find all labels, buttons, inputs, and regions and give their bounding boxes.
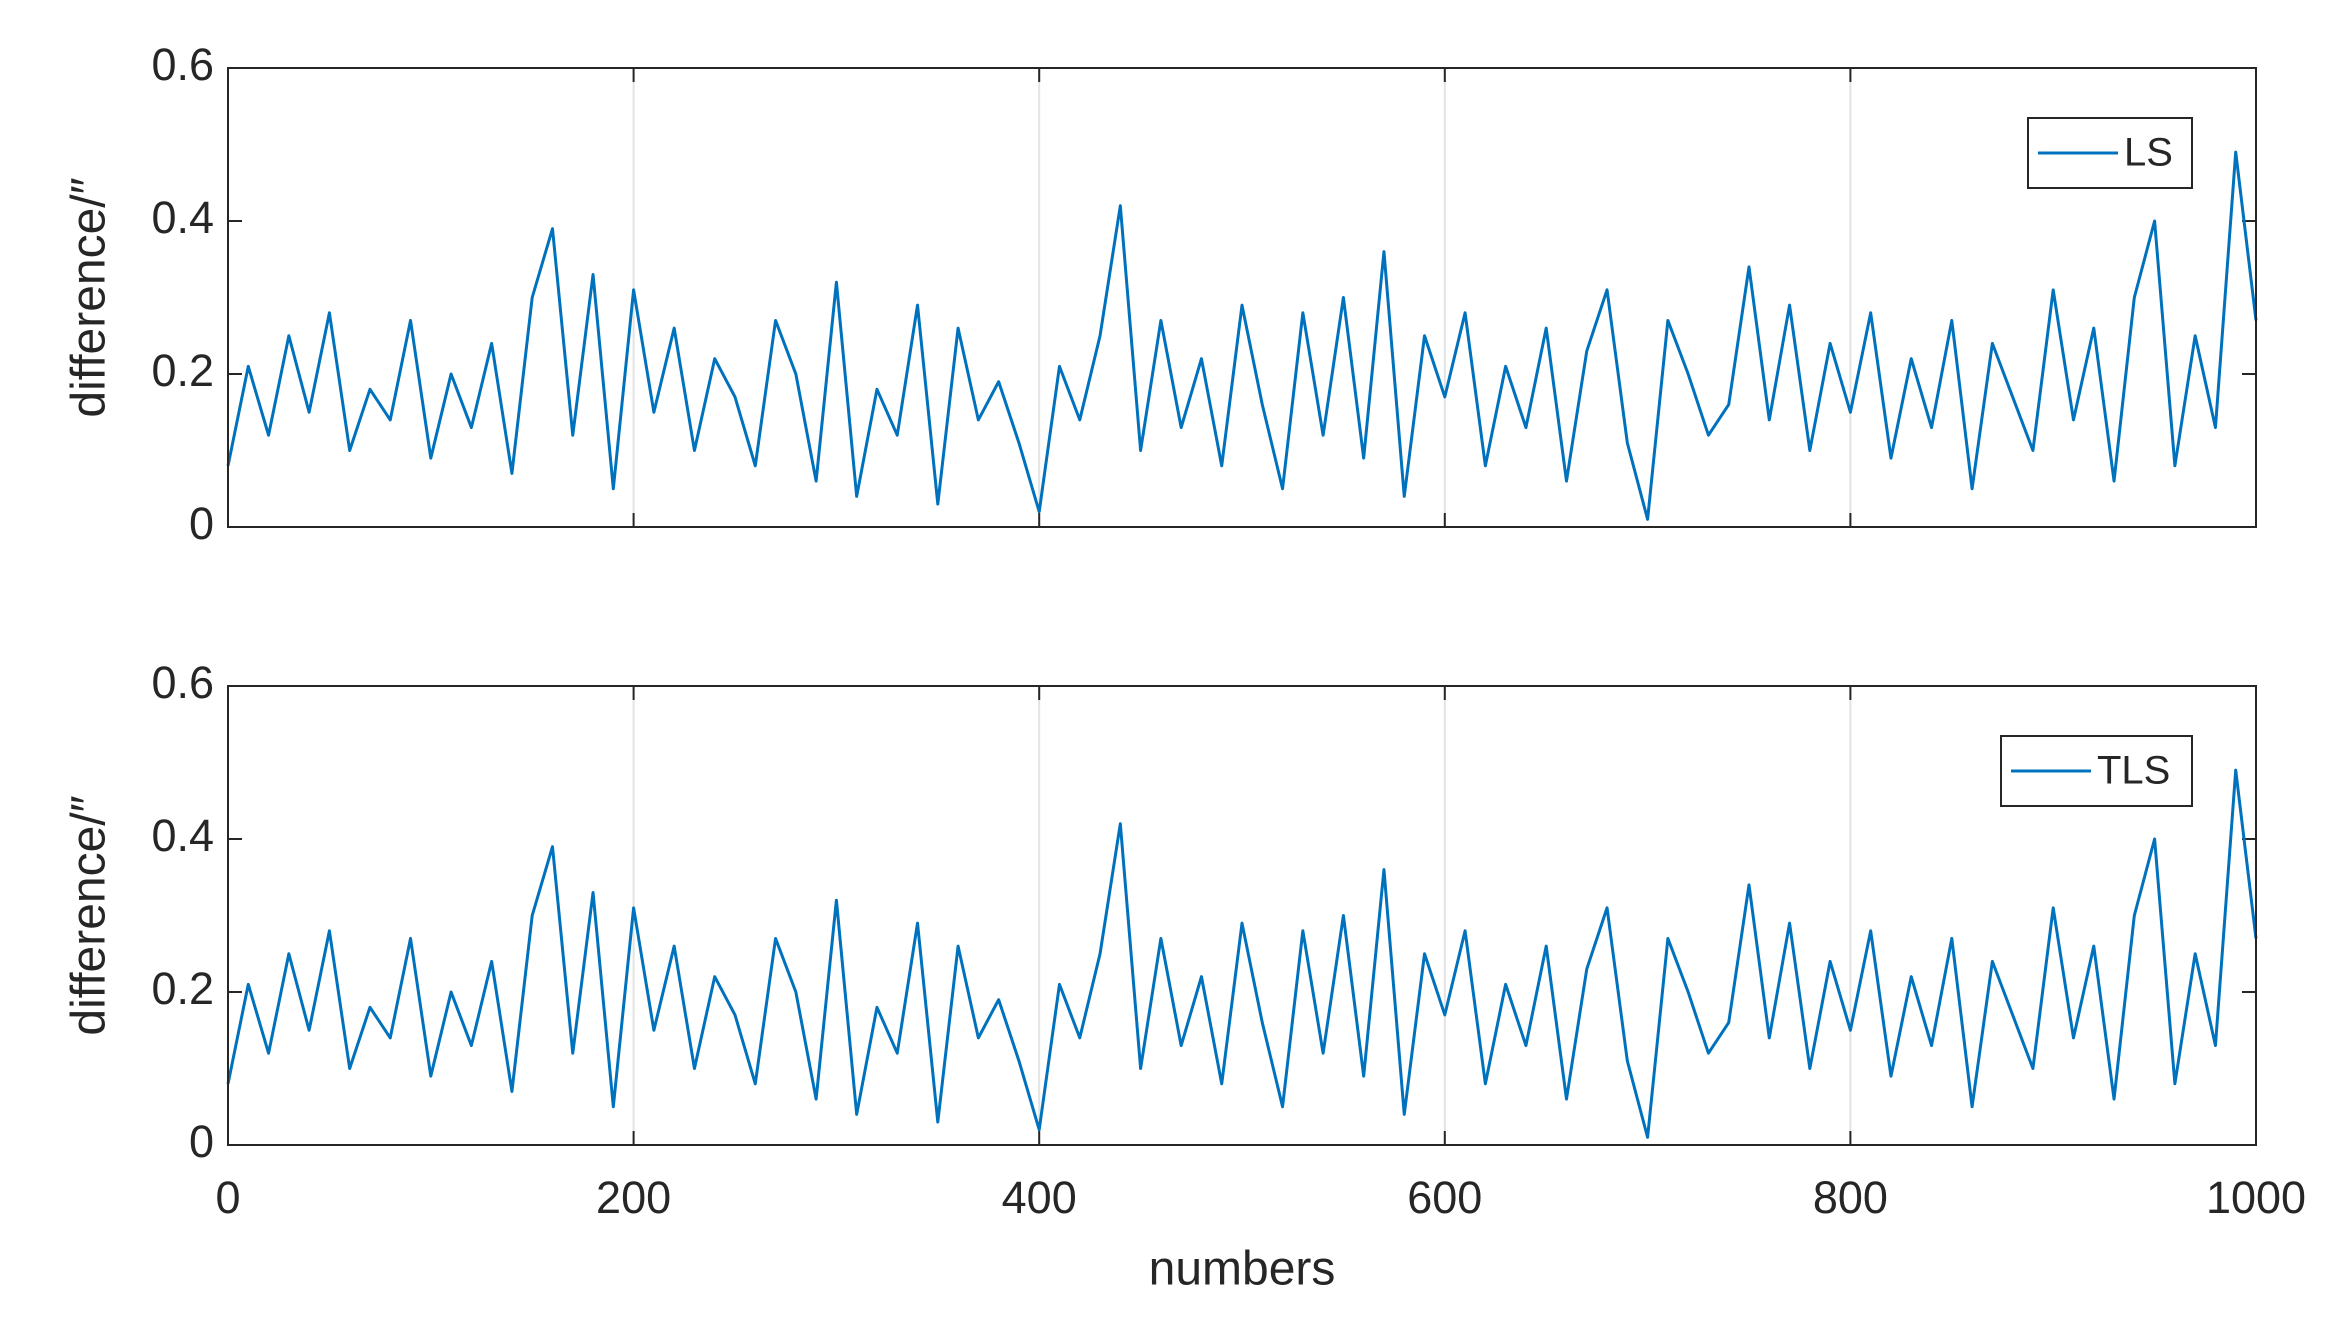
plot-area [228, 68, 2256, 527]
data-line [226, 150, 2258, 521]
y-tick-label: 0.2 [151, 963, 214, 1014]
legend-label: LS [2124, 131, 2173, 175]
x-axis-label: numbers [1149, 1243, 1336, 1296]
x-tick-label: 200 [596, 1172, 671, 1223]
x-tick-label: 600 [1407, 1172, 1482, 1223]
legend-label: TLS [2097, 749, 2170, 793]
y-tick-label: 0.2 [151, 345, 214, 396]
plot-frame [227, 67, 2257, 528]
y-axis-label: difference/″ [63, 177, 116, 417]
plot-frame [227, 685, 2257, 1146]
y-tick-label: 0 [189, 498, 214, 549]
x-tick-label: 400 [1002, 1172, 1077, 1223]
x-tick-label: 1000 [2206, 1172, 2306, 1223]
y-tick-label: 0.6 [151, 39, 214, 90]
data-line [226, 768, 2258, 1139]
x-tick-label: 800 [1813, 1172, 1888, 1223]
plot-area [228, 686, 2256, 1145]
y-tick-label: 0.6 [151, 657, 214, 708]
y-tick-label: 0 [189, 1116, 214, 1167]
x-tick-label: 0 [215, 1172, 240, 1223]
y-tick-label: 0.4 [151, 810, 214, 861]
y-tick-label: 0.4 [151, 192, 214, 243]
y-axis-label: difference/″ [63, 795, 116, 1035]
